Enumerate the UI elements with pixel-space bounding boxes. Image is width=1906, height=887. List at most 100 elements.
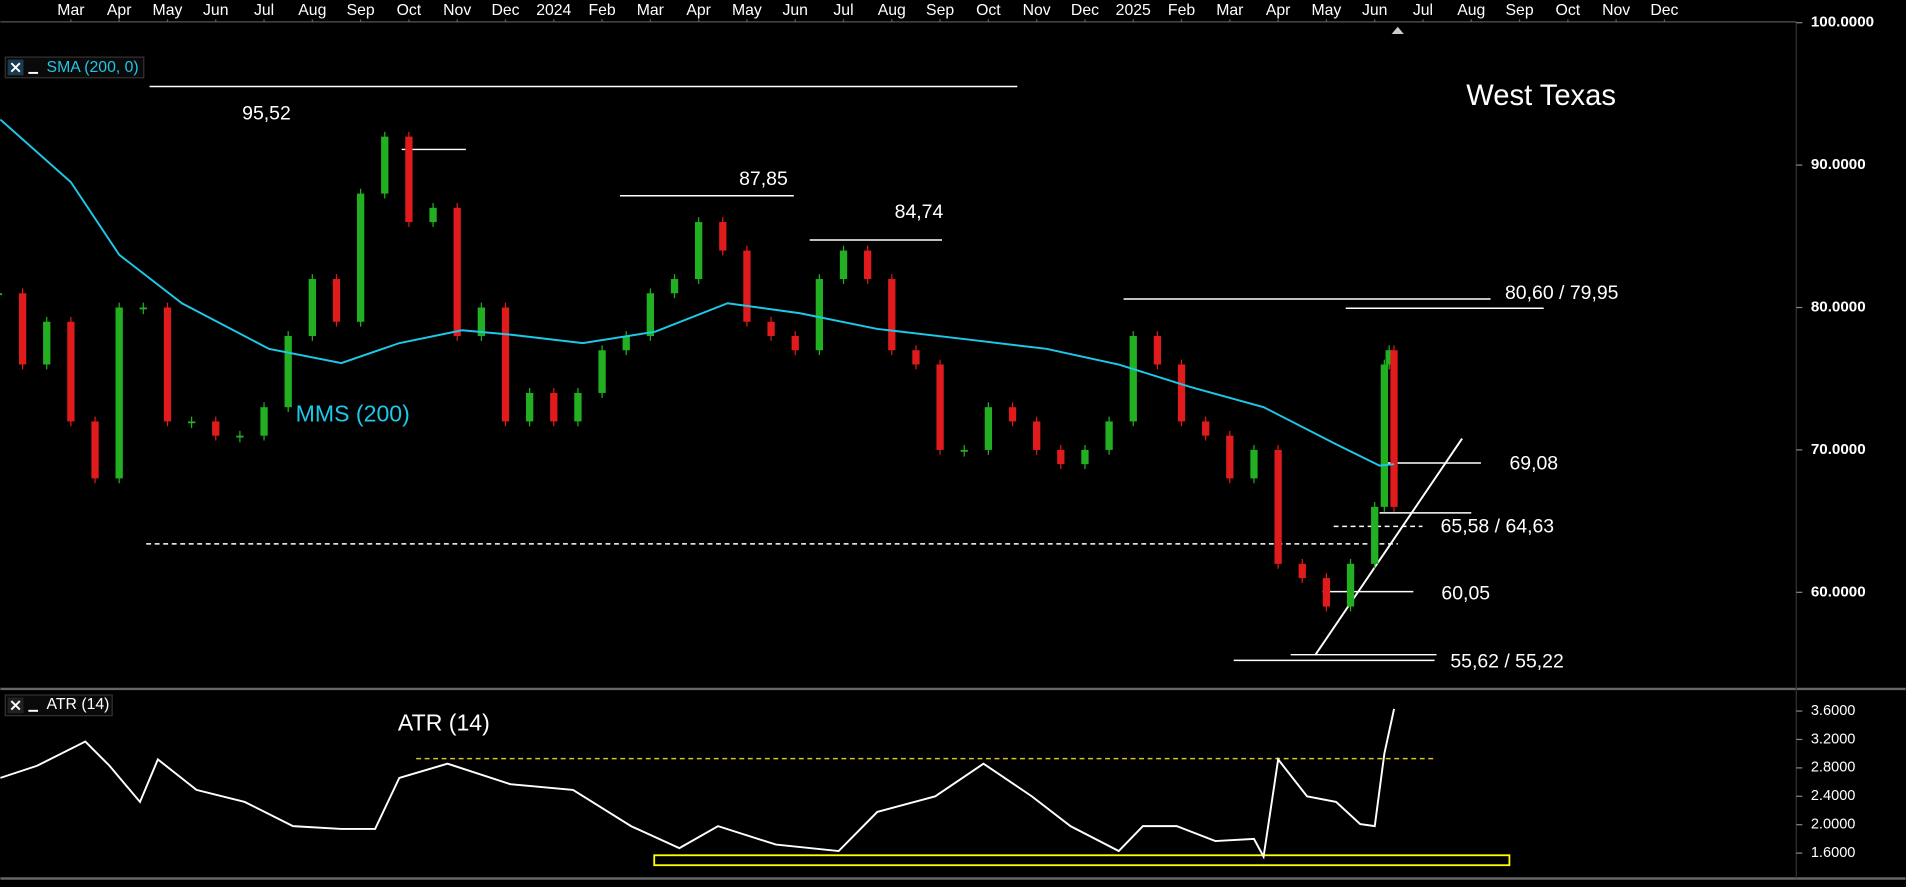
level-label: 65,58 / 64,63 [1441, 515, 1554, 537]
candle [767, 321, 775, 336]
series-line [0, 708, 1396, 860]
candle [719, 222, 727, 251]
x-tick-label: Oct [1556, 2, 1581, 19]
candle [936, 364, 944, 450]
candle [670, 279, 679, 294]
candle [1033, 421, 1041, 450]
candle [550, 392, 558, 422]
x-tick-label: Oct [976, 2, 1001, 19]
x-tick-label: Jul [833, 2, 853, 19]
candle [163, 307, 172, 422]
legend-label: SMA (200, 0) [47, 59, 139, 76]
y-tick-label: 90.0000 [1811, 156, 1866, 173]
y-tick-label: 3.6000 [1811, 703, 1856, 719]
series-label: ATR (14) [398, 709, 490, 735]
candle [1390, 350, 1398, 507]
x-tick-label: Feb [588, 2, 615, 19]
legend-box [4, 56, 145, 79]
x-tick-label: Mar [637, 2, 664, 19]
candle [115, 307, 123, 479]
x-tick-label: Sep [926, 2, 954, 19]
candle [0, 293, 3, 296]
x-tick-label: Jun [203, 2, 228, 19]
x-tick-label: Apr [686, 2, 711, 19]
candle [453, 207, 461, 336]
candle [236, 435, 244, 438]
x-tick-label: Dec [491, 2, 519, 19]
candle [332, 279, 341, 322]
candle [888, 279, 896, 351]
time-marker [1391, 26, 1404, 35]
y-tick-label: 100.0000 [1811, 14, 1874, 31]
x-tick-label: Nov [443, 2, 471, 19]
candle [598, 350, 606, 393]
close-icon [10, 700, 21, 711]
candle [1105, 421, 1113, 450]
candle [1202, 421, 1210, 436]
candle [187, 421, 196, 424]
candle [429, 207, 437, 223]
x-tick-label: May [153, 2, 183, 19]
candle [1380, 364, 1388, 507]
candle [18, 293, 27, 365]
candle [1346, 563, 1355, 607]
x-tick-label: Sep [347, 2, 375, 19]
trend-line [1314, 437, 1463, 656]
candle [308, 279, 316, 336]
y-tick-label: 3.2000 [1811, 731, 1856, 747]
range-box [653, 854, 1511, 867]
x-tick-label: Mar [57, 2, 84, 19]
y-tick-label: 2.4000 [1811, 788, 1856, 804]
x-tick-label: Apr [1266, 2, 1291, 19]
candle [743, 250, 751, 322]
candle [695, 222, 703, 280]
x-tick-label: Aug [1457, 2, 1485, 19]
x-tick-label: Aug [878, 2, 906, 19]
candle [525, 392, 534, 422]
x-tick-label: Dec [1650, 2, 1678, 19]
candle [622, 335, 630, 351]
candle [791, 335, 799, 351]
candle [864, 250, 872, 280]
close-icon [10, 62, 21, 73]
x-tick-label: Nov [1602, 2, 1630, 19]
candle [43, 321, 51, 365]
legend-label: ATR (14) [47, 696, 110, 713]
indicator-legend: ATR (14) [4, 694, 113, 717]
candle [284, 335, 292, 408]
candle [501, 307, 510, 422]
y-tick-label: 2.8000 [1811, 760, 1856, 776]
candle [1081, 449, 1089, 465]
candle [91, 421, 99, 479]
candle [984, 407, 993, 450]
y-tick-label: 2.0000 [1811, 817, 1856, 833]
x-tick-label: Nov [1023, 2, 1051, 19]
x-tick-label: May [732, 2, 762, 19]
x-tick-label: Aug [298, 2, 326, 19]
x-tick-label: Dec [1071, 2, 1099, 19]
x-tick-label: Jul [1413, 2, 1433, 19]
candle [1008, 407, 1017, 422]
x-tick-label: Apr [107, 2, 132, 19]
candle [67, 321, 75, 422]
level-label: 55,62 / 55,22 [1450, 650, 1563, 672]
candle [212, 421, 220, 436]
indicator-legend: SMA (200, 0) [4, 56, 145, 79]
candle [1057, 449, 1065, 465]
y-tick-label: 70.0000 [1811, 441, 1866, 458]
candle [356, 193, 365, 322]
candle [1153, 335, 1162, 365]
series-line [0, 118, 1395, 467]
candle [381, 136, 389, 194]
x-tick-label: Jun [1362, 2, 1387, 19]
x-tick-label: 2024 [536, 2, 571, 19]
candle [1274, 449, 1282, 564]
candle [405, 136, 413, 223]
x-tick-label: Mar [1216, 2, 1243, 19]
candle [1371, 506, 1379, 564]
level-label: 95,52 [242, 102, 291, 124]
level-label: 84,74 [895, 201, 944, 223]
candle [1250, 449, 1258, 479]
candle [960, 449, 968, 452]
